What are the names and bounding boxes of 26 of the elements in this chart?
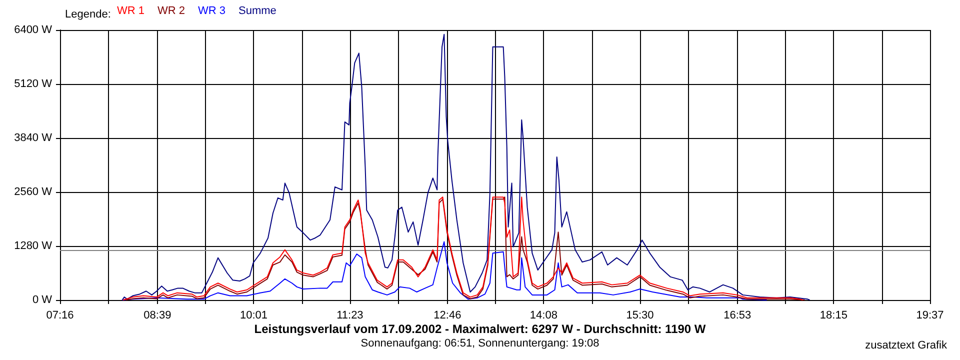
y-tick-label: 2560 W [14, 186, 53, 198]
legend-title: Legende: [65, 8, 111, 20]
text: Leistungsverlauf vom 17.09.2002 - Maximalwert: 6297 W - Durchschnitt: 1190 W [254, 322, 706, 336]
text: zusatztext Grafik [865, 340, 948, 352]
text: Summe [238, 5, 276, 17]
x-tick-label: 11:23 [336, 310, 364, 322]
text: WR 3 [198, 5, 226, 17]
y-tick-label: 5120 W [14, 78, 53, 90]
x-tick-label: 19:37 [916, 310, 944, 322]
y-tick-label: 0 W [32, 294, 53, 306]
text: WR 1 [117, 5, 144, 17]
x-tick-label: 07:16 [46, 310, 74, 322]
x-tick-label: 18:15 [820, 310, 848, 322]
y-tick-label: 1280 W [14, 240, 53, 252]
text: Sonnenaufgang: 06:51, Sonnenuntergang: 19:08 [360, 338, 600, 350]
x-tick-label: 14:08 [530, 310, 558, 322]
x-tick-label: 10:01 [240, 310, 268, 322]
y-tick-label: 6400 W [14, 24, 53, 36]
text: WR 2 [158, 5, 185, 17]
line-series [122, 241, 768, 300]
x-tick-label: 08:39 [144, 310, 172, 322]
y-tick-label: 3840 W [14, 132, 53, 144]
x-tick-label: 16:53 [724, 310, 752, 322]
x-tick-label: 12:46 [434, 310, 462, 322]
line-series [122, 34, 810, 300]
x-tick-label: 15:30 [626, 310, 654, 322]
